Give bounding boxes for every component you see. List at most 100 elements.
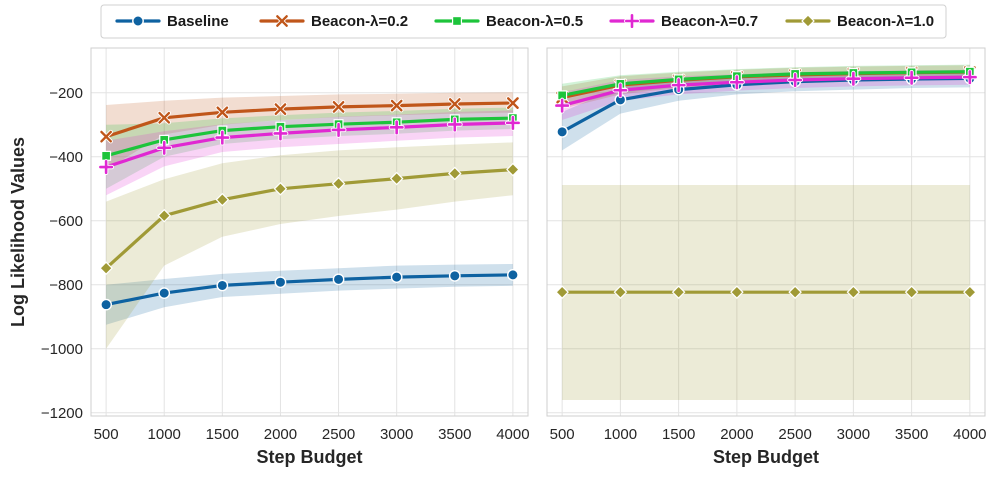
grid — [91, 48, 528, 416]
point-beacon-1-0 — [730, 285, 744, 299]
y-tick-label: −400 — [49, 149, 83, 166]
point-baseline — [274, 276, 287, 289]
legend-marker-beacon-0-2 — [275, 14, 289, 28]
point-beacon-0-7 — [504, 114, 521, 131]
plot-area — [98, 92, 521, 349]
panel-frame — [546, 47, 986, 417]
x-tick-label: 2500 — [322, 426, 355, 443]
point-beacon-0-7 — [961, 69, 978, 86]
x-tick-label: 3500 — [438, 426, 471, 443]
point-beacon-0-2 — [157, 110, 172, 125]
band-beacon-1-0 — [106, 142, 513, 349]
point-baseline — [100, 298, 113, 311]
line-beacon-0-5 — [560, 70, 972, 98]
panel-2 — [546, 47, 986, 417]
legend-marker-beacon-1-0 — [801, 14, 815, 28]
y-tick-label: −200 — [49, 85, 83, 102]
point-beacon-0-7 — [272, 125, 289, 142]
y-tick-label: −800 — [49, 277, 83, 294]
point-beacon-0-7 — [670, 77, 687, 94]
x-tick-label: 2000 — [264, 426, 297, 443]
band-baseline — [106, 264, 513, 325]
x-tick-label: 4000 — [953, 426, 986, 443]
line-beacon-1-0 — [104, 168, 515, 270]
x-tick-label: 1000 — [148, 426, 181, 443]
legend-entry-beacon-0-2: Beacon-λ=0.2 — [259, 13, 408, 30]
point-beacon-0-7 — [214, 129, 231, 146]
point-baseline — [216, 279, 229, 292]
point-beacon-1-0 — [555, 285, 569, 299]
legend-label: Beacon-λ=0.7 — [661, 13, 758, 30]
point-beacon-0-7 — [156, 139, 173, 156]
point-beacon-0-2 — [273, 102, 288, 116]
legend-marker-baseline — [132, 15, 144, 27]
point-beacon-0-7 — [903, 69, 920, 86]
y-tick-label: −1000 — [41, 341, 83, 358]
point-beacon-0-7 — [98, 159, 115, 175]
line-beacon-0-7 — [560, 75, 972, 108]
point-beacon-1-0 — [99, 261, 113, 275]
point-beacon-0-2 — [506, 96, 520, 110]
x-tick-label: 1500 — [206, 426, 239, 443]
point-beacon-1-0 — [506, 162, 520, 177]
legend-label: Beacon-λ=0.2 — [311, 13, 408, 30]
point-beacon-0-7 — [728, 74, 745, 91]
y-axis-label: Log Likelihood Values — [8, 137, 28, 327]
point-baseline — [158, 287, 171, 300]
point-beacon-0-7 — [388, 119, 405, 136]
point-beacon-0-7 — [845, 70, 862, 87]
legend-frame — [100, 4, 947, 39]
y-tick-label: −1200 — [41, 405, 83, 422]
point-beacon-0-2 — [331, 100, 346, 114]
point-beacon-0-7 — [554, 97, 571, 114]
x-tick-label: 500 — [94, 426, 119, 443]
legend-entry-baseline: Baseline — [115, 13, 229, 30]
point-beacon-1-0 — [331, 176, 346, 191]
point-baseline — [556, 125, 569, 138]
band-beacon-0-2 — [562, 65, 970, 109]
point-beacon-1-0 — [788, 285, 802, 299]
point-beacon-1-0 — [447, 166, 462, 181]
point-beacon-1-0 — [215, 192, 230, 207]
legend-marker-beacon-0-5 — [451, 15, 463, 27]
point-baseline — [390, 271, 403, 284]
point-beacon-0-2 — [447, 97, 462, 111]
point-beacon-0-2 — [215, 105, 230, 120]
point-beacon-1-0 — [389, 171, 404, 186]
grid — [547, 48, 985, 416]
point-beacon-0-7 — [330, 122, 347, 138]
legend-entry-beacon-1-0: Beacon-λ=1.0 — [785, 13, 934, 30]
point-beacon-0-7 — [787, 72, 804, 88]
panel-frame — [90, 47, 529, 417]
point-beacon-1-0 — [157, 208, 172, 223]
x-tick-label: 3000 — [380, 426, 413, 443]
point-beacon-1-0 — [273, 181, 288, 196]
panel-1 — [90, 47, 529, 417]
point-beacon-1-0 — [846, 285, 861, 299]
point-baseline — [448, 269, 461, 282]
x-tick-label: 500 — [550, 426, 575, 443]
x-tick-label: 1500 — [662, 426, 695, 443]
point-beacon-0-7 — [612, 82, 629, 99]
x-tick-label: 3000 — [837, 426, 870, 443]
legend-label: Beacon-λ=0.5 — [486, 13, 583, 30]
x-axis-label: Step Budget — [257, 447, 363, 467]
legend-marker-beacon-0-7 — [624, 13, 640, 29]
point-beacon-1-0 — [904, 285, 919, 299]
line-beacon-0-7 — [104, 121, 515, 169]
x-tick-label: 2500 — [778, 426, 811, 443]
point-beacon-0-7 — [446, 116, 463, 133]
line-beacon-0-5 — [104, 116, 515, 158]
point-beacon-0-2 — [389, 98, 404, 113]
line-baseline — [104, 273, 515, 307]
point-baseline — [506, 268, 519, 281]
point-beacon-1-0 — [963, 285, 977, 299]
x-tick-label: 4000 — [496, 426, 529, 443]
x-tick-label: 3500 — [895, 426, 928, 443]
point-beacon-1-0 — [671, 285, 686, 299]
legend-label: Beacon-λ=1.0 — [837, 13, 934, 30]
legend-entry-beacon-0-5: Beacon-λ=0.5 — [434, 13, 583, 30]
point-baseline — [332, 273, 345, 286]
